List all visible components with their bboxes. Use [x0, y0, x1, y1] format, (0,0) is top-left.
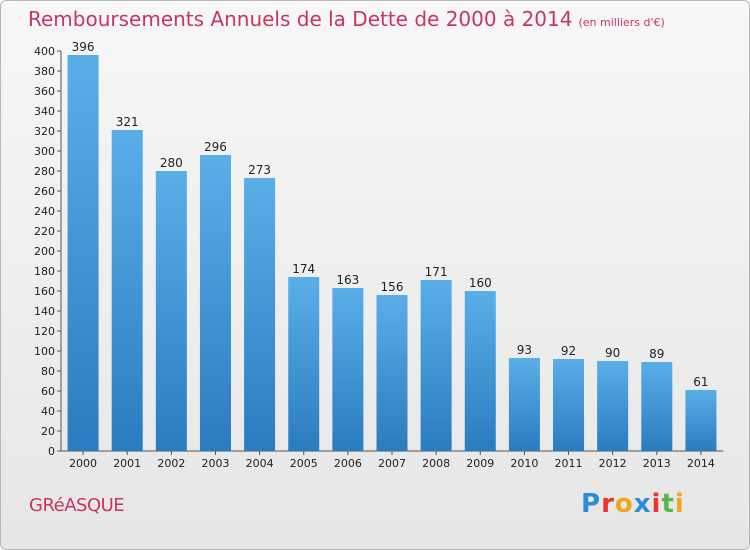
data-label: 296 [204, 140, 227, 154]
x-tick-label: 2009 [466, 457, 494, 470]
data-label: 163 [336, 273, 359, 287]
logo-letter: i [674, 489, 685, 519]
bar [464, 291, 496, 451]
y-tick-label: 380 [34, 65, 55, 78]
bar [67, 55, 99, 451]
bar [155, 171, 187, 451]
chart-unit: (en milliers d'€) [578, 16, 665, 29]
y-tick-label: 240 [34, 205, 55, 218]
data-label: 280 [160, 156, 183, 170]
x-tick-label: 2013 [643, 457, 671, 470]
bar [244, 178, 276, 451]
bar [508, 358, 540, 451]
x-tick-label: 2011 [555, 457, 583, 470]
y-tick-label: 120 [34, 325, 55, 338]
y-tick-label: 100 [34, 345, 55, 358]
x-tick-label: 2008 [422, 457, 450, 470]
y-tick-label: 40 [41, 405, 55, 418]
logo-letter: t [661, 489, 675, 519]
x-tick-label: 2006 [334, 457, 362, 470]
bar [332, 288, 364, 451]
logo-letter: r [601, 489, 615, 519]
y-tick-label: 280 [34, 165, 55, 178]
bar [553, 359, 585, 451]
bar [597, 361, 629, 451]
y-tick-label: 200 [34, 245, 55, 258]
y-tick-label: 400 [34, 45, 55, 58]
data-label: 171 [425, 265, 448, 279]
y-tick-label: 140 [34, 305, 55, 318]
data-label: 93 [517, 343, 532, 357]
chart-title-text: Remboursements Annuels de la Dette de 20… [28, 7, 573, 31]
data-label: 92 [561, 344, 576, 358]
data-label: 396 [72, 40, 95, 54]
y-tick-label: 220 [34, 225, 55, 238]
x-tick-label: 2002 [157, 457, 185, 470]
bar [111, 130, 143, 451]
y-tick-label: 300 [34, 145, 55, 158]
y-tick-label: 20 [41, 425, 55, 438]
y-tick-label: 260 [34, 185, 55, 198]
x-tick-label: 2000 [69, 457, 97, 470]
logo-letter: o [614, 489, 634, 519]
bar [685, 390, 717, 451]
logo-letter: i [651, 489, 662, 519]
data-label: 160 [469, 276, 492, 290]
bar [288, 277, 320, 451]
bar [420, 280, 452, 451]
data-label: 273 [248, 163, 271, 177]
x-tick-label: 2005 [290, 457, 318, 470]
x-tick-label: 2014 [687, 457, 715, 470]
logo-letter: P [581, 489, 602, 519]
chart-title: Remboursements Annuels de la Dette de 20… [28, 7, 665, 31]
data-label: 89 [649, 347, 664, 361]
bar [641, 362, 673, 451]
proxiti-logo: Proxiti [581, 489, 685, 519]
bar [376, 295, 408, 451]
data-label: 61 [693, 375, 708, 389]
x-tick-label: 2001 [113, 457, 141, 470]
x-tick-label: 2012 [599, 457, 627, 470]
data-label: 90 [605, 346, 620, 360]
data-label: 321 [116, 115, 139, 129]
y-tick-label: 340 [34, 105, 55, 118]
x-tick-label: 2007 [378, 457, 406, 470]
town-name: GRéASQUE [29, 495, 125, 516]
data-label: 174 [292, 262, 315, 276]
y-tick-label: 320 [34, 125, 55, 138]
x-tick-label: 2003 [201, 457, 229, 470]
logo-letter: x [633, 489, 652, 519]
y-tick-label: 160 [34, 285, 55, 298]
y-tick-label: 60 [41, 385, 55, 398]
x-tick-label: 2004 [246, 457, 274, 470]
x-tick-label: 2010 [510, 457, 538, 470]
y-tick-label: 0 [48, 445, 55, 458]
y-tick-label: 360 [34, 85, 55, 98]
data-label: 156 [381, 280, 404, 294]
y-tick-label: 80 [41, 365, 55, 378]
y-tick-label: 180 [34, 265, 55, 278]
bar [199, 155, 231, 451]
